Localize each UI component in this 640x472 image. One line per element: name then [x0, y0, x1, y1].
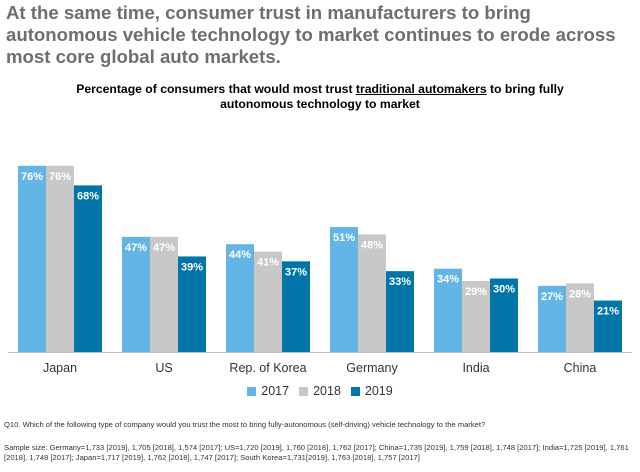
subtitle-text-after: to bring fully autonomous technology to … — [220, 82, 564, 111]
data-label-india-2017: 34% — [437, 274, 459, 286]
bar-japan-2018 — [46, 165, 74, 352]
bar-rep-of-korea-2019 — [282, 261, 310, 352]
chart-subtitle: Percentage of consumers that would most … — [60, 82, 580, 112]
subtitle-underlined: traditional automakers — [355, 82, 487, 96]
bar-us-2018 — [150, 236, 178, 352]
legend-label-2019: 2019 — [364, 384, 393, 398]
bar-germany-2018 — [358, 234, 386, 352]
legend-label-2017: 2017 — [261, 384, 290, 398]
data-label-us-2018: 47% — [153, 242, 175, 254]
bar-chart: 76% 76% 68% Japan 47% 47% 39% US 44% 41% 37% Rep. o… — [8, 165, 632, 375]
data-label-china-2018: 28% — [569, 288, 591, 300]
data-label-us-2017: 47% — [125, 242, 147, 254]
data-label-us-2019: 39% — [181, 261, 203, 273]
data-label-germany-2019: 33% — [389, 276, 411, 288]
data-label-rep-of-korea-2019: 37% — [285, 266, 307, 278]
legend-swatch-2019 — [350, 386, 360, 396]
bar-china-2019 — [594, 300, 622, 352]
category-label: Germany — [346, 361, 398, 375]
data-label-germany-2018: 48% — [361, 239, 383, 251]
headline: At the same time, consumer trust in manu… — [6, 2, 616, 67]
sample-size-note: Sample size: Germany=1,733 [2019], 1,705… — [4, 443, 629, 462]
legend-swatch-2017 — [247, 386, 257, 396]
category-label: US — [155, 361, 172, 375]
bar-japan-2017 — [18, 165, 46, 352]
data-label-japan-2019: 68% — [77, 190, 99, 202]
bar-us-2019 — [178, 256, 206, 352]
data-label-japan-2017: 76% — [21, 171, 43, 183]
bar-china-2017 — [538, 285, 566, 352]
bar-germany-2019 — [386, 271, 414, 352]
bar-us-2017 — [122, 236, 150, 352]
category-label: India — [462, 361, 489, 375]
survey-question: Q10. Which of the following type of comp… — [4, 420, 486, 429]
data-label-japan-2018: 76% — [49, 171, 71, 183]
bar-india-2018 — [462, 280, 490, 352]
chart-legend: 2017 2018 2019 — [0, 384, 640, 398]
bar-rep-of-korea-2018 — [254, 251, 282, 352]
data-label-china-2017: 27% — [541, 291, 563, 303]
bar-india-2019 — [490, 278, 518, 352]
legend-label-2018: 2018 — [313, 384, 341, 398]
data-label-rep-of-korea-2018: 41% — [257, 257, 279, 269]
data-label-germany-2017: 51% — [333, 232, 355, 244]
bar-germany-2017 — [330, 227, 358, 352]
data-label-india-2019: 30% — [493, 284, 515, 296]
bar-china-2018 — [566, 283, 594, 352]
data-label-china-2019: 21% — [597, 306, 619, 318]
category-label: China — [564, 361, 597, 375]
bar-rep-of-korea-2017 — [226, 244, 254, 352]
bar-japan-2019 — [74, 185, 102, 352]
legend-item-2019: 2019 — [350, 384, 393, 398]
subtitle-text-before: Percentage of consumers that would most … — [76, 82, 356, 96]
legend-item-2017: 2017 — [247, 384, 289, 398]
legend-item-2018: 2018 — [299, 384, 341, 398]
data-label-india-2018: 29% — [465, 286, 487, 298]
data-label-rep-of-korea-2017: 44% — [229, 249, 251, 261]
category-label: Japan — [43, 361, 77, 375]
bar-india-2017 — [434, 268, 462, 352]
legend-swatch-2018 — [299, 386, 309, 396]
category-label: Rep. of Korea — [229, 361, 306, 375]
